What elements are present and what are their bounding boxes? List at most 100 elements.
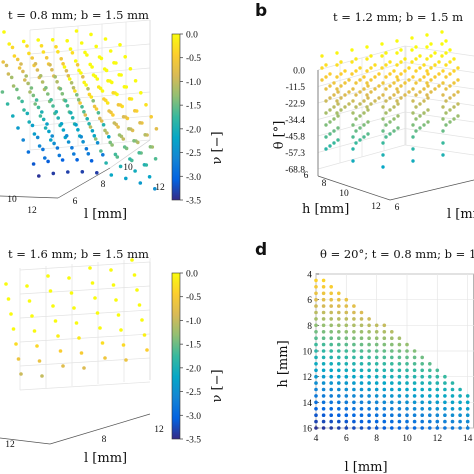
panel-b-data-point xyxy=(403,57,407,61)
panel-a-data-point xyxy=(95,171,99,175)
panel-a-x-tick: 8 xyxy=(101,180,106,190)
panel-c-data-point xyxy=(46,274,50,278)
panel-b-data-point xyxy=(456,114,460,118)
panel-d-x-tick: 10 xyxy=(402,434,412,444)
panel-b-data-point xyxy=(351,87,355,91)
panel-b-data-point xyxy=(411,111,415,115)
panel-a-data-point xyxy=(53,75,57,79)
panel-d-data-point xyxy=(314,330,318,334)
panel-d-data-point xyxy=(352,349,356,353)
panel-c-data-point xyxy=(69,291,74,295)
panel-d-data-point xyxy=(367,426,371,430)
panel-b-data-point xyxy=(332,117,336,121)
panel-c-data-point xyxy=(51,304,55,308)
panel-b-data-point xyxy=(437,60,441,64)
panel-d-data-point xyxy=(374,323,379,328)
panel-b-data-point xyxy=(418,102,422,106)
panel-b-data-point xyxy=(429,54,433,58)
panel-a-data-point xyxy=(62,65,67,69)
panel-b-data-point xyxy=(411,135,415,139)
panel-a-data-point xyxy=(50,38,55,42)
panel-d-data-point xyxy=(329,304,334,308)
panel-a-colorbar-tick-label: -1.0 xyxy=(186,78,201,88)
panel-d-data-point xyxy=(344,374,349,379)
panel-d-data-point xyxy=(329,310,334,315)
panel-b-data-point xyxy=(362,99,366,103)
panel-b-data-point xyxy=(384,99,388,103)
panel-a-data-point xyxy=(26,81,30,86)
panel-d-data-point xyxy=(435,426,440,430)
panel-a-data-point xyxy=(12,54,17,58)
panel-a-grid-line xyxy=(109,139,151,169)
panel-d-data-point xyxy=(314,297,318,302)
panel-d-data-point xyxy=(390,426,394,430)
panel-d-data-point xyxy=(337,374,341,379)
panel-d-data-point xyxy=(435,368,440,373)
panel-a-data-point xyxy=(127,97,132,101)
panel-a-data-point xyxy=(65,104,70,108)
panel-c-colorbar-tick-label: -2.5 xyxy=(186,388,201,398)
panel-a-data-point xyxy=(147,175,152,179)
panel-d-data-point xyxy=(382,426,387,430)
panel-c-grid-line xyxy=(19,285,151,295)
panel-d-data-point xyxy=(382,330,387,334)
panel-d-data-point xyxy=(405,394,409,398)
panel-b-data-point xyxy=(444,99,448,103)
panel-b-data-point xyxy=(403,69,407,73)
panel-c-data-point xyxy=(137,303,142,307)
panel-c-colorbar-tick-label: -2.0 xyxy=(186,364,201,374)
panel-d-data-point xyxy=(374,336,379,341)
panel-b-y-tick: 8 xyxy=(322,179,327,189)
panel-a-data-point xyxy=(28,90,32,94)
panel-c-grid-line xyxy=(19,261,151,271)
panel-d-data-point xyxy=(382,387,387,392)
panel-b-data-point xyxy=(448,72,452,76)
panel-b-axis-edge xyxy=(389,179,474,201)
panel-a-data-point xyxy=(6,72,11,76)
panel-a-colorbar-tick-label: -1.5 xyxy=(186,102,201,112)
panel-a-data-point xyxy=(103,37,108,41)
panel-d-data-point xyxy=(321,387,326,392)
panel-b-data-point xyxy=(366,84,370,88)
panel-b-data-point xyxy=(335,75,339,79)
panel-b-data-point xyxy=(358,90,362,94)
panel-d-data-point xyxy=(344,407,349,411)
panel-d-data-point xyxy=(435,407,440,411)
panel-a-grid-line xyxy=(29,43,151,55)
panel-a-data-point xyxy=(25,44,29,48)
panel-d-data-point xyxy=(390,407,394,411)
panel-a-data-point xyxy=(142,163,147,167)
panel-b-title: t = 1.2 mm; b = 1.5 m xyxy=(333,10,463,24)
panel-d-data-point xyxy=(374,330,379,334)
panel-d-data-point xyxy=(397,349,402,353)
panel-a-data-point xyxy=(54,45,58,49)
panel-a-data-point xyxy=(51,171,56,176)
panel-a-data-point xyxy=(116,103,121,107)
panel-a-axis-edge xyxy=(57,167,111,199)
panel-a-data-point xyxy=(76,98,81,102)
panel-b-data-point xyxy=(336,102,340,106)
panel-a-data-point xyxy=(49,138,53,142)
panel-b-data-point xyxy=(388,72,392,76)
panel-b-data-point xyxy=(320,78,324,82)
panel-b-data-point xyxy=(381,105,385,109)
panel-d-data-point xyxy=(374,394,379,398)
panel-d-data-point xyxy=(382,381,387,385)
panel-d-data-point xyxy=(344,355,349,360)
panel-d-data-point xyxy=(321,323,326,328)
panel-b-data-point xyxy=(351,99,355,103)
panel-a-data-point xyxy=(110,143,114,147)
panel-a-data-point xyxy=(86,152,91,156)
panel-d-data-point xyxy=(337,426,341,430)
panel-d-data-point xyxy=(420,355,425,360)
panel-a-data-point xyxy=(58,87,63,91)
panel-d-data-point xyxy=(314,342,318,347)
panel-b-data-point xyxy=(407,66,411,70)
panel-d-data-point xyxy=(405,426,409,430)
panel-d-data-point xyxy=(344,368,349,373)
panel-b-data-point xyxy=(343,105,347,109)
panel-c-data-point xyxy=(130,258,134,262)
panel-d-data-point xyxy=(344,336,349,341)
panel-b-data-point xyxy=(452,81,456,85)
panel-d-data-point xyxy=(390,336,394,341)
